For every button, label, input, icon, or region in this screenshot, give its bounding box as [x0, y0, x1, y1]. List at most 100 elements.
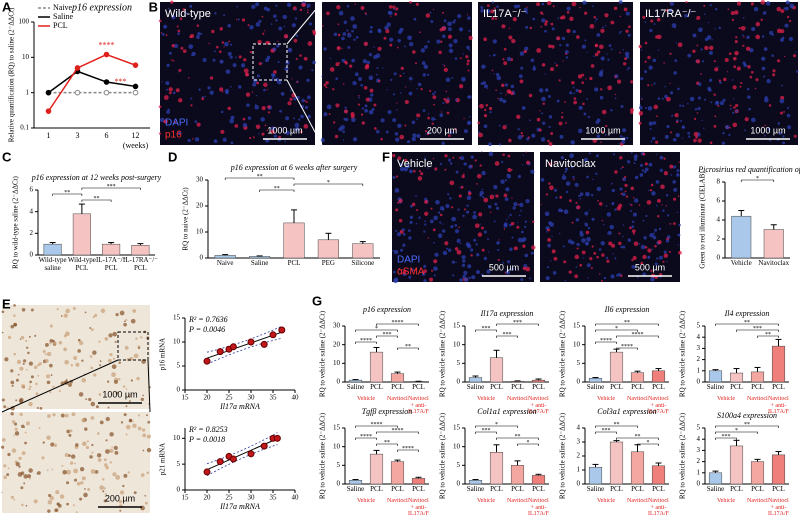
texture	[118, 377, 121, 381]
texture	[388, 5, 393, 9]
texture	[517, 203, 520, 206]
texture	[761, 126, 764, 128]
texture	[125, 405, 128, 408]
texture	[70, 364, 74, 367]
texture	[673, 222, 676, 226]
texture	[94, 469, 99, 474]
texture	[764, 134, 766, 137]
texture	[513, 202, 518, 207]
x-tick-label: PCL	[772, 384, 785, 391]
x-tick-label: 12	[132, 131, 140, 140]
texture	[502, 153, 505, 157]
texture	[396, 102, 398, 104]
texture	[766, 78, 771, 84]
texture	[658, 227, 662, 231]
texture	[548, 95, 551, 98]
texture	[633, 162, 636, 165]
texture	[92, 316, 95, 319]
texture	[91, 443, 94, 447]
texture	[632, 212, 637, 217]
texture	[618, 232, 621, 235]
significance: **	[635, 434, 641, 440]
group-label-box: Navitoclax + anti-IL17A/F	[408, 498, 429, 516]
texture	[590, 266, 593, 270]
texture	[394, 132, 399, 136]
texture	[267, 105, 271, 109]
texture	[703, 127, 705, 130]
texture	[696, 44, 699, 47]
texture	[167, 7, 170, 10]
texture	[54, 508, 58, 513]
group-label-box: Vehicle	[717, 396, 735, 402]
texture	[472, 214, 477, 220]
texture	[58, 341, 63, 345]
texture	[461, 255, 466, 260]
texture	[375, 53, 381, 59]
texture	[493, 194, 495, 196]
texture	[618, 241, 622, 246]
texture	[682, 126, 685, 129]
texture	[678, 223, 681, 227]
group-label: Navitoclax	[507, 498, 528, 504]
texture	[481, 170, 486, 176]
texture	[439, 206, 445, 211]
texture	[735, 36, 738, 39]
texture	[565, 181, 571, 186]
texture	[377, 46, 382, 51]
texture	[277, 80, 282, 85]
texture	[614, 75, 617, 78]
texture	[724, 58, 729, 63]
texture	[545, 193, 548, 196]
texture	[171, 44, 175, 48]
texture	[780, 9, 785, 14]
texture	[68, 383, 72, 387]
significance: **	[274, 186, 280, 192]
significance-bracket	[355, 425, 398, 428]
texture	[275, 77, 279, 82]
texture	[685, 0, 688, 4]
chart-title: p16 expression at 12 weeks post-surgery	[31, 173, 162, 182]
texture	[395, 229, 398, 232]
texture	[566, 28, 571, 33]
texture	[455, 170, 459, 174]
texture	[675, 120, 679, 124]
texture	[631, 229, 636, 234]
significance: ***	[115, 77, 127, 86]
texture	[344, 60, 348, 64]
texture	[222, 91, 224, 93]
texture	[434, 167, 438, 171]
texture	[451, 260, 455, 264]
texture	[37, 471, 41, 475]
texture	[565, 43, 569, 47]
stain-label: p16	[165, 130, 182, 141]
texture	[427, 116, 431, 120]
significance: ****	[392, 320, 404, 326]
texture	[714, 100, 720, 106]
texture	[200, 32, 203, 35]
texture	[433, 266, 438, 271]
texture	[573, 92, 576, 95]
texture	[48, 493, 52, 498]
texture	[532, 220, 535, 223]
texture	[458, 194, 462, 198]
texture	[409, 220, 413, 225]
texture	[689, 96, 695, 102]
texture	[708, 78, 713, 82]
texture	[282, 14, 287, 20]
texture	[633, 157, 638, 162]
texture	[789, 3, 795, 9]
image-label: IL17A⁻/⁻	[483, 8, 527, 20]
texture	[103, 499, 107, 503]
x-tick-label-box: PCL	[751, 384, 764, 391]
texture	[439, 163, 443, 166]
stain-label: DAPI	[165, 118, 188, 129]
texture	[734, 40, 738, 44]
texture	[513, 4, 518, 9]
texture	[109, 353, 113, 357]
texture	[249, 50, 253, 54]
texture	[242, 122, 248, 128]
texture	[504, 179, 508, 182]
significance: **	[405, 344, 411, 350]
texture	[190, 104, 193, 107]
texture	[525, 151, 527, 153]
